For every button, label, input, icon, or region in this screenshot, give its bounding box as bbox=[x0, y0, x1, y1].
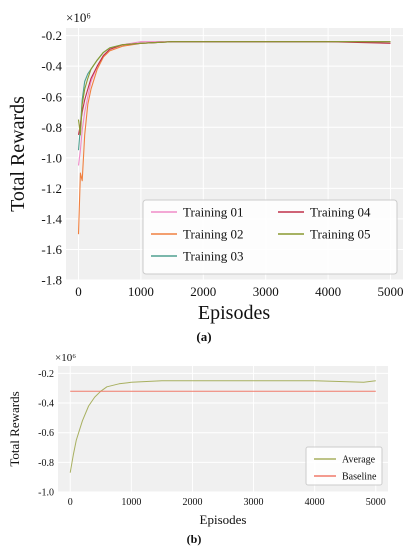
legend-b: Average Baseline bbox=[305, 446, 383, 486]
chart-panel-b: 0 1000 2000 3000 4000 5000 -0.2 -0.4 -0.6 -0.8 -1… bbox=[7, 352, 388, 546]
y-tick-label: -1.6 bbox=[41, 242, 62, 257]
y-tick-label: -0.4 bbox=[41, 59, 62, 74]
y-ticks-b: -0.2 -0.4 -0.6 -0.8 -1.0 bbox=[38, 369, 54, 499]
legend-label: Training 04 bbox=[310, 205, 371, 220]
legend-a: Training 01 Training 02 Training 03 Trainin… bbox=[142, 199, 398, 275]
legend-label: Baseline bbox=[342, 472, 377, 483]
exponent-label-b: ×10⁶ bbox=[55, 352, 76, 364]
panel-label-a: (a) bbox=[196, 329, 211, 344]
x-tick-label: 0 bbox=[68, 497, 73, 508]
x-tick-label: 4000 bbox=[315, 284, 341, 299]
x-ticks-b: 0 1000 2000 3000 4000 5000 bbox=[68, 497, 386, 508]
y-axis-title-b: Total Rewards bbox=[7, 391, 22, 466]
exponent-label-a: ×10⁶ bbox=[66, 10, 91, 25]
legend-label: Training 05 bbox=[310, 227, 371, 242]
x-ticks-a: 0 1000 2000 3000 4000 5000 bbox=[75, 284, 403, 299]
series-group-b bbox=[69, 380, 376, 473]
x-tick-label: 3000 bbox=[253, 284, 279, 299]
y-tick-label: -1.4 bbox=[41, 211, 62, 226]
x-tick-label: 2000 bbox=[182, 497, 202, 508]
y-tick-label: -0.8 bbox=[41, 120, 62, 135]
legend-label: Training 02 bbox=[183, 227, 244, 242]
x-tick-label: 0 bbox=[75, 284, 82, 299]
y-tick-label: -1.8 bbox=[41, 273, 62, 288]
x-tick-label: 1000 bbox=[128, 284, 154, 299]
series-line-average bbox=[69, 380, 376, 473]
x-tick-label: 4000 bbox=[305, 497, 325, 508]
x-tick-label: 1000 bbox=[121, 497, 141, 508]
legend-label: Training 03 bbox=[183, 249, 244, 264]
y-tick-label: -1.0 bbox=[38, 488, 54, 499]
y-tick-label: -1.2 bbox=[41, 181, 62, 196]
legend-box-a bbox=[142, 199, 398, 275]
x-tick-label: 5000 bbox=[366, 497, 386, 508]
x-tick-label: 5000 bbox=[378, 284, 404, 299]
y-axis-title-a: Total Rewards bbox=[7, 96, 29, 212]
x-axis-title-a: Episodes bbox=[198, 302, 270, 324]
y-tick-label: -1.0 bbox=[41, 150, 62, 165]
y-tick-label: -0.8 bbox=[38, 458, 54, 469]
y-tick-label: -0.2 bbox=[41, 28, 62, 43]
panel-label-b: (b) bbox=[187, 532, 202, 546]
y-tick-label: -0.6 bbox=[41, 89, 62, 104]
legend-label: Training 01 bbox=[183, 205, 244, 220]
x-tick-label: 2000 bbox=[190, 284, 216, 299]
x-tick-label: 3000 bbox=[244, 497, 264, 508]
y-tick-label: -0.6 bbox=[38, 428, 54, 439]
x-axis-title-b: Episodes bbox=[200, 512, 247, 527]
y-tick-label: -0.4 bbox=[38, 399, 54, 410]
series-group-a bbox=[77, 41, 391, 235]
y-ticks-a: -0.2 -0.4 -0.6 -0.8 -1.0 -1.2 -1.4 -1.6 -1.8 bbox=[41, 28, 62, 287]
legend-label: Average bbox=[342, 455, 376, 466]
y-tick-label: -0.2 bbox=[38, 369, 54, 380]
series-line-training-05 bbox=[77, 41, 391, 136]
chart-panel-a: 0 1000 2000 3000 4000 5000 -0.2 -0.4 -0.6 -0.8 -1… bbox=[7, 10, 404, 344]
